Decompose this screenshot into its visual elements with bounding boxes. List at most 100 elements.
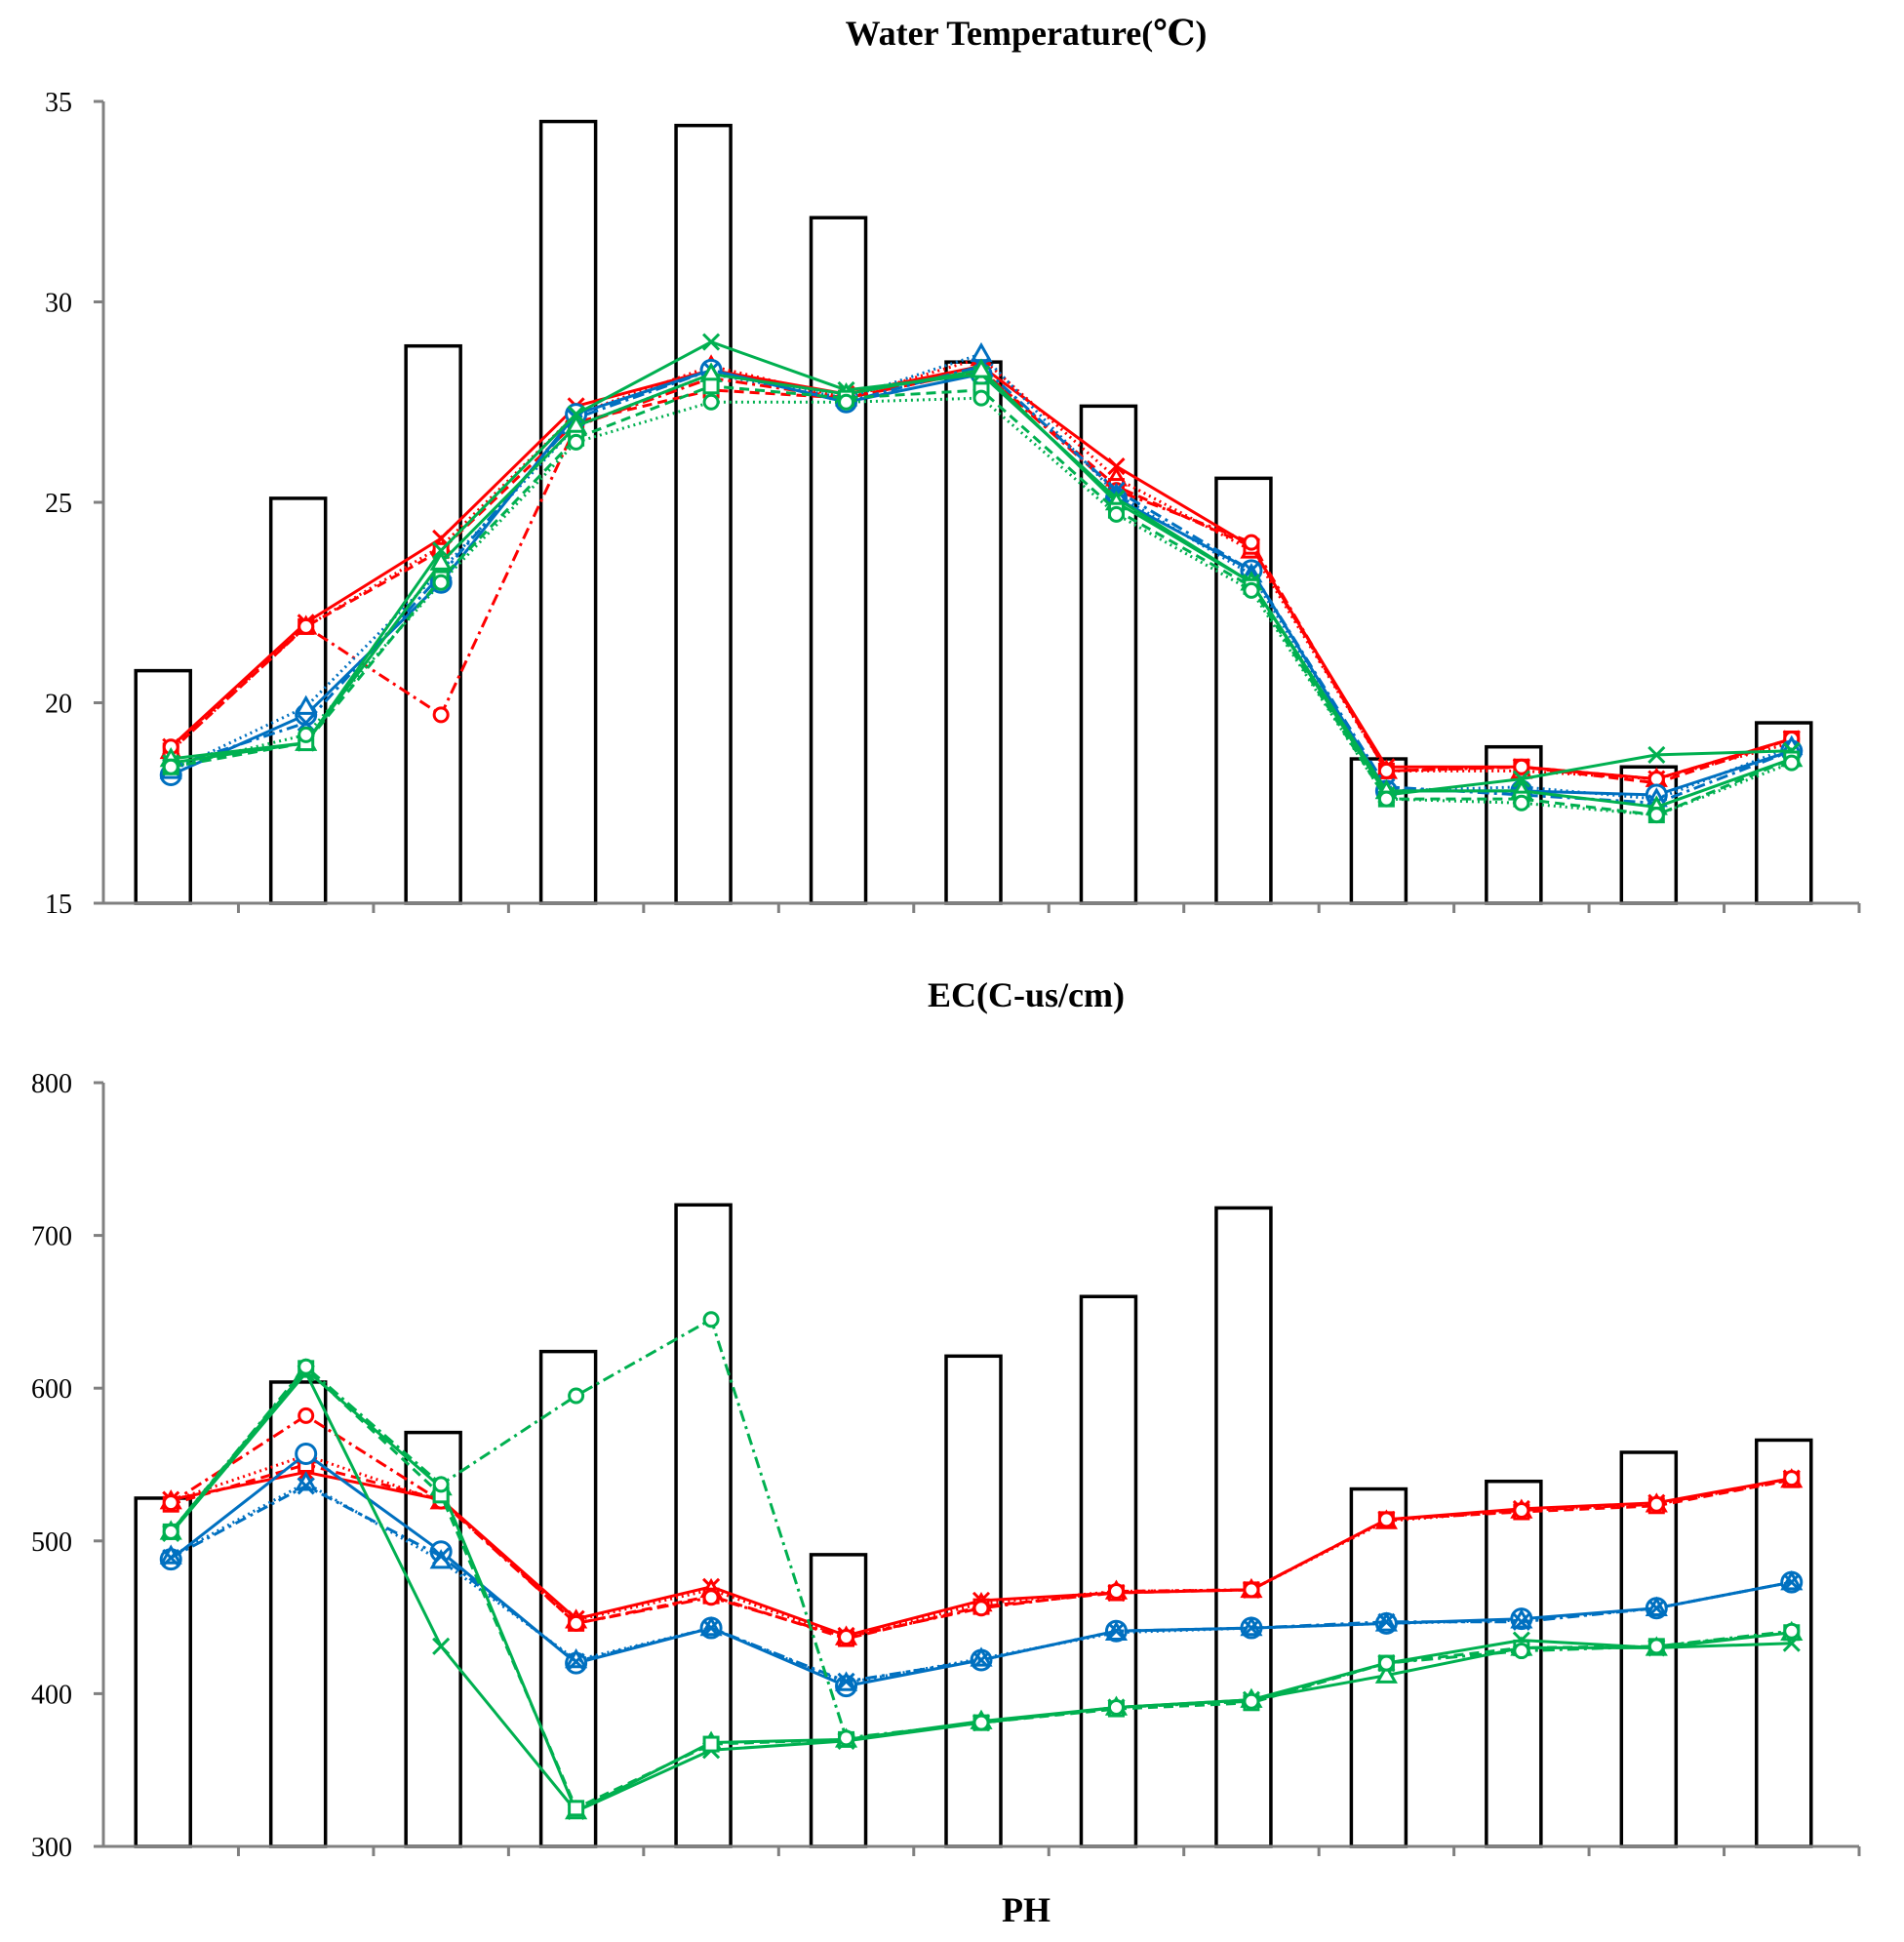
- data-point: [838, 393, 855, 411]
- data-point: [702, 393, 720, 411]
- series-blue-dashdot-x: [162, 1477, 1801, 1690]
- data-point: [972, 1650, 991, 1670]
- data-point: [1374, 1663, 1398, 1684]
- data-point: [567, 1652, 585, 1671]
- data-point: [1783, 1622, 1801, 1640]
- y-tick-label: 700: [31, 1222, 72, 1252]
- data-point: [1377, 1612, 1396, 1631]
- data-point: [1782, 1573, 1801, 1592]
- y-tick-label: 35: [45, 88, 72, 118]
- data-point: [568, 433, 585, 451]
- chart-title: Water Temperature(℃): [846, 14, 1208, 53]
- data-point: [1647, 771, 1665, 788]
- data-point: [1377, 762, 1395, 779]
- data-point: [1242, 1618, 1260, 1638]
- bar: [1485, 744, 1543, 905]
- data-point: [162, 1523, 179, 1540]
- bar: [268, 496, 328, 905]
- data-point: [1107, 1622, 1126, 1641]
- data-point: [972, 1714, 990, 1731]
- data-point: [1513, 1501, 1530, 1519]
- bar: [809, 216, 868, 905]
- bar: [674, 1203, 733, 1848]
- data-point: [568, 1387, 585, 1405]
- data-point: [298, 1407, 315, 1424]
- data-point: [295, 1443, 318, 1466]
- bar: [809, 1553, 868, 1848]
- data-point: [1647, 807, 1665, 824]
- data-point: [970, 358, 993, 378]
- data-point: [1243, 534, 1260, 551]
- ph-chart-title: PH: [1002, 1890, 1051, 1929]
- y-tick-label: 300: [31, 1833, 72, 1863]
- bar: [944, 360, 1003, 905]
- data-point: [1107, 1582, 1125, 1600]
- data-point: [1107, 456, 1126, 476]
- data-point: [1243, 1581, 1260, 1599]
- data-point: [432, 1547, 451, 1565]
- bar: [134, 668, 192, 905]
- y-tick-label: 400: [31, 1680, 72, 1710]
- data-point: [298, 1358, 315, 1375]
- data-point: [432, 1637, 451, 1655]
- data-point: [1513, 758, 1530, 775]
- data-point: [1647, 1495, 1665, 1513]
- data-point: [297, 1477, 315, 1495]
- data-point: [1512, 1612, 1530, 1631]
- y-tick-label: 20: [45, 690, 72, 720]
- data-point: [1377, 1511, 1395, 1528]
- data-point: [162, 1548, 180, 1567]
- bar: [1214, 1206, 1273, 1848]
- data-point: [298, 726, 315, 743]
- data-point: [1647, 745, 1666, 764]
- data-point: [1647, 1599, 1666, 1617]
- data-point: [1513, 1643, 1530, 1660]
- data-point: [1377, 1654, 1395, 1672]
- data-point: [432, 1476, 450, 1493]
- data-point: [568, 1614, 585, 1632]
- data-point: [1783, 754, 1801, 772]
- series-green-dashdot-circle: [162, 1311, 1801, 1747]
- data-point: [162, 758, 179, 775]
- data-point: [1647, 1638, 1665, 1655]
- data-point: [567, 405, 585, 423]
- bar: [674, 123, 733, 905]
- chart-title: EC(C-us/cm): [928, 975, 1125, 1014]
- data-point: [702, 1735, 720, 1753]
- data-point: [1107, 505, 1125, 523]
- data-point: [298, 617, 315, 635]
- data-point: [702, 1311, 720, 1328]
- y-tick-label: 600: [31, 1374, 72, 1405]
- data-point: [429, 550, 453, 571]
- data-point: [1512, 770, 1530, 788]
- data-point: [1783, 1470, 1801, 1487]
- data-point: [702, 377, 720, 395]
- data-point: [1377, 790, 1395, 808]
- bar: [1079, 1294, 1138, 1848]
- y-tick-label: 800: [31, 1069, 72, 1099]
- data-point: [162, 1494, 179, 1512]
- ec-chart: EC(C-us/cm) 300 400 500 600 700 800: [31, 975, 1861, 1863]
- data-point: [1243, 581, 1260, 599]
- bar: [404, 343, 462, 905]
- data-point: [972, 1600, 990, 1617]
- y-tick-label: 30: [45, 289, 72, 319]
- data-point: [972, 389, 990, 407]
- series-green-dotted-circle: [162, 389, 1801, 824]
- data-point: [1513, 794, 1530, 812]
- y-tick-label: 500: [31, 1527, 72, 1558]
- data-point: [295, 694, 318, 715]
- data-point: [702, 1589, 720, 1606]
- data-point: [1243, 1692, 1260, 1710]
- data-point: [838, 1729, 855, 1747]
- data-point: [432, 574, 450, 591]
- data-point: [837, 1672, 855, 1690]
- bar: [538, 119, 598, 905]
- data-point: [1107, 1698, 1125, 1716]
- data-point: [702, 333, 721, 351]
- y-tick-label: 15: [45, 890, 72, 920]
- data-point: [568, 1800, 585, 1817]
- bar: [1485, 1479, 1543, 1848]
- data-point: [432, 706, 450, 724]
